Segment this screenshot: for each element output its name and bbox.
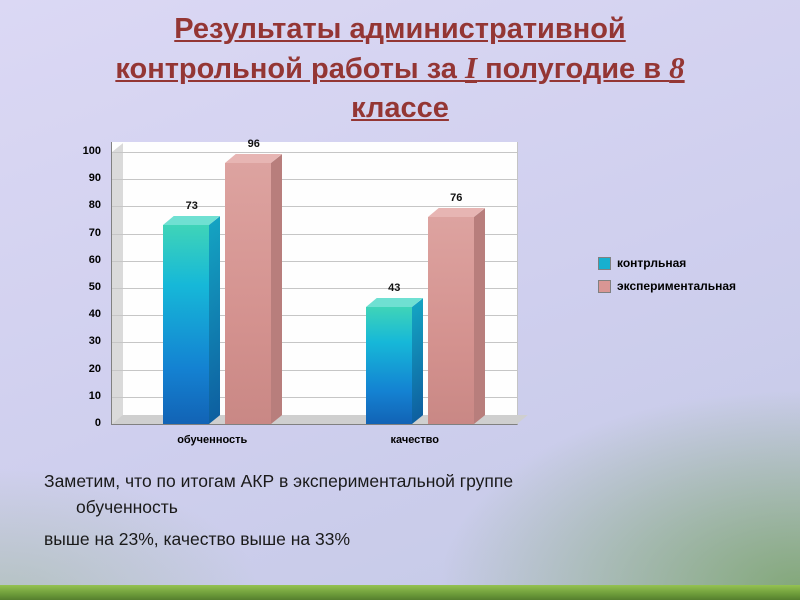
title-line: контрольной работы за I полугодие в 8 <box>40 48 760 89</box>
title-segment: контрольной работы за <box>115 53 465 86</box>
y-tick-label: 60 <box>88 253 101 266</box>
legend-item: контрльная <box>598 256 736 270</box>
note-text: Заметим, что по итогам АКР в эксперимент… <box>44 468 704 552</box>
category-label: качество <box>390 434 440 446</box>
bar-side-face <box>271 153 283 424</box>
y-tick-label: 40 <box>88 308 101 321</box>
title-segment: Результаты административной <box>174 13 626 45</box>
gridline <box>112 233 517 235</box>
bar-value-label: 73 <box>185 200 198 213</box>
legend-label: экспериментальная <box>617 279 737 293</box>
bar-value-label: 43 <box>388 282 401 295</box>
category-label: обученность <box>177 434 248 446</box>
note-line: Заметим, что по итогам АКР в эксперимент… <box>44 471 514 491</box>
gridline <box>112 369 517 371</box>
chart-legend: контрльная экспериментальная <box>598 256 736 302</box>
bar-side-face <box>209 216 221 424</box>
note-line: выше на 23%, качество выше на 33% <box>44 528 351 549</box>
gridline <box>112 260 517 262</box>
bar-chart: 100 90 80 70 60 50 40 30 20 10 0 73 96 43 76 обученно… <box>65 138 785 468</box>
legend-item: экспериментальная <box>598 279 736 293</box>
y-axis: 100 90 80 70 60 50 40 30 20 10 0 <box>65 138 105 438</box>
y-tick-label: 100 <box>82 145 101 157</box>
plot-area: 73 96 43 76 <box>111 138 528 425</box>
y-tick-label: 70 <box>88 226 101 239</box>
chart-left-wall <box>112 143 123 424</box>
legend-swatch <box>598 256 611 270</box>
bar-side-face <box>473 208 485 424</box>
title-segment-serif: 8 <box>669 50 685 86</box>
gridline <box>112 152 517 153</box>
gridline <box>112 288 517 289</box>
y-tick-label: 10 <box>88 389 101 402</box>
gridline <box>112 206 517 208</box>
gridline <box>112 179 517 181</box>
legend-swatch <box>598 279 611 293</box>
bar-контрльная-качество <box>365 298 423 424</box>
bottom-accent-bar <box>0 585 800 600</box>
y-tick-label: 0 <box>94 417 101 429</box>
bar-side-face <box>411 298 423 424</box>
slide-title: Результаты административной контрольной р… <box>40 10 760 127</box>
bar-экспериментальная-обученность <box>225 153 283 424</box>
legend-label: контрльная <box>617 256 687 270</box>
y-tick-label: 50 <box>88 281 101 293</box>
x-axis-labels: обученность качество <box>65 434 525 454</box>
bar-value-label: 96 <box>247 137 260 150</box>
title-line: классе <box>40 89 760 127</box>
title-segment: полугодие в <box>477 53 670 86</box>
y-tick-label: 90 <box>88 172 101 185</box>
note-line: обученность <box>76 497 178 518</box>
y-tick-label: 30 <box>88 335 101 348</box>
gridline <box>112 315 517 317</box>
y-tick-label: 20 <box>88 362 101 375</box>
gridline <box>112 396 517 398</box>
bar-value-label: 76 <box>450 192 463 205</box>
title-segment: классе <box>351 92 449 125</box>
y-tick-label: 80 <box>88 199 101 212</box>
title-segment-serif: I <box>464 50 478 86</box>
bar-контрльная-обученность <box>163 216 221 424</box>
title-line: Результаты административной <box>40 10 760 48</box>
bar-экспериментальная-качество <box>427 208 485 424</box>
gridline <box>112 342 517 344</box>
